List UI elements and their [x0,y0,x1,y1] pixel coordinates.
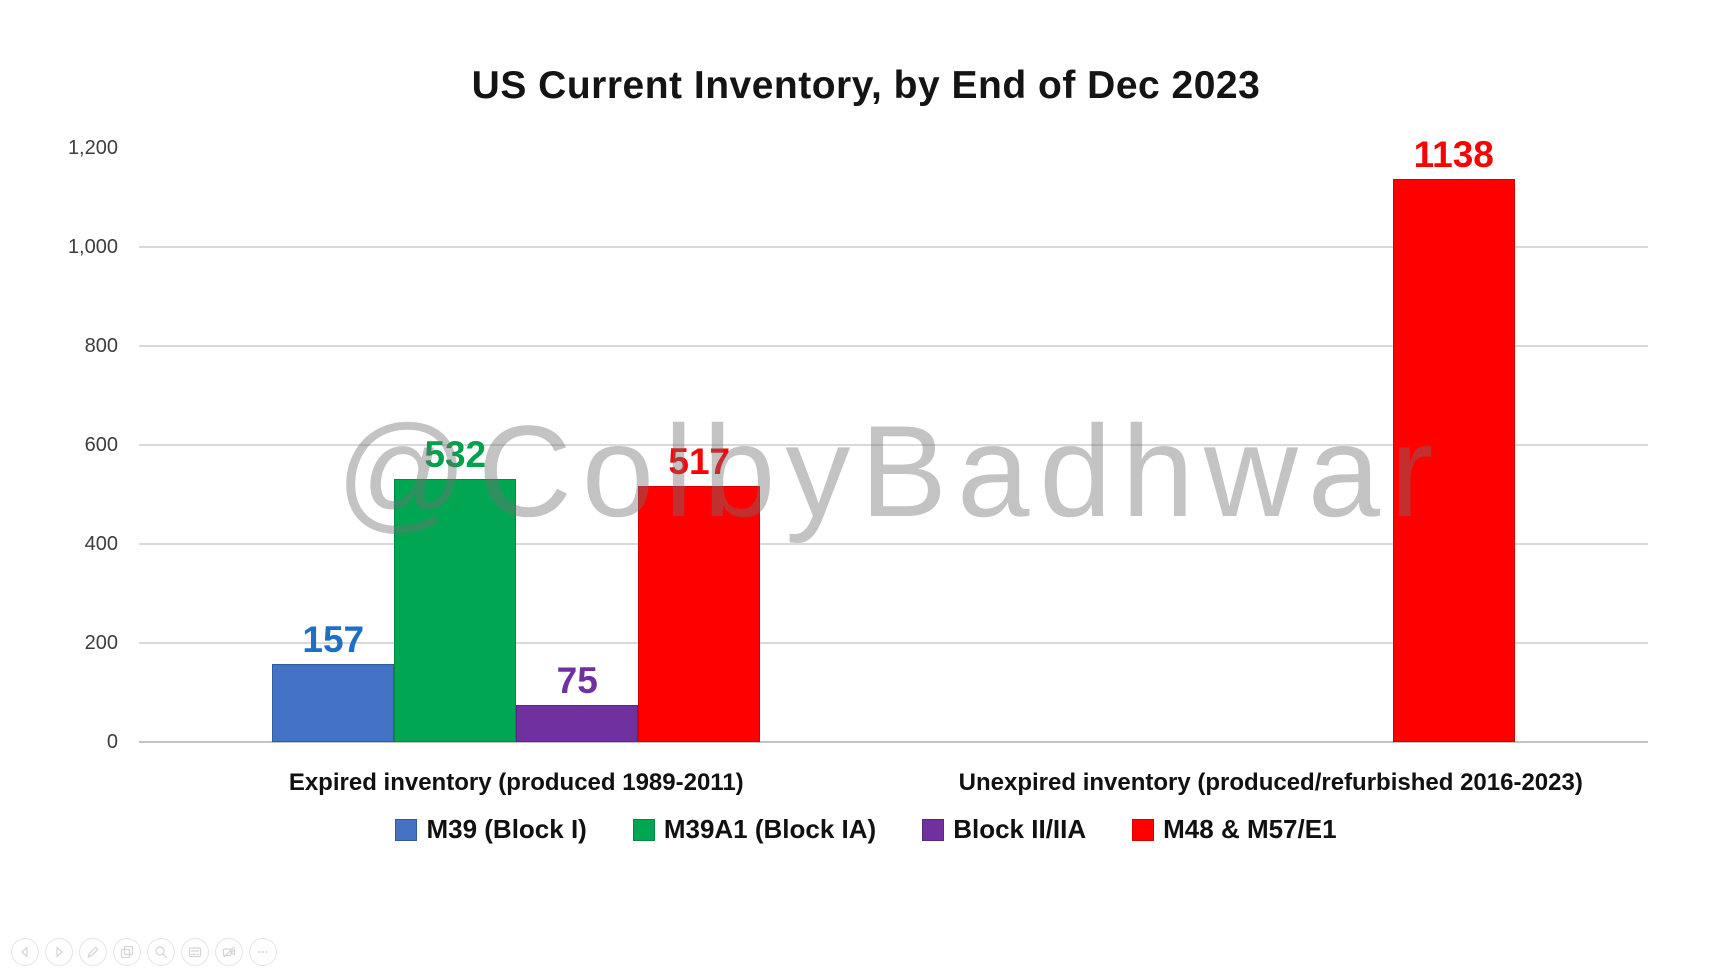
y-tick-label-600: 600 [84,434,118,456]
thumbnails-button[interactable] [181,938,209,966]
value-label-517: 517 [668,441,731,483]
chart-legend: M39 (Block I) M39A1 (Block IA) Block II/II… [0,814,1732,845]
bar-m48-m57-e1-cat1 [638,486,761,742]
copy-image-button[interactable] [113,938,141,966]
y-tick-label-1000: 1,000 [67,236,118,258]
video-off-icon [222,946,236,958]
legend-swatch-icon [922,818,945,841]
legend-item-block-ii-iia: Block II/IIA [922,814,1086,845]
category-label-1: Expired inventory (produced 1989-2011) [288,769,744,796]
value-label-1138: 1138 [1413,133,1494,175]
more-button[interactable] [249,938,277,966]
viewer-toolbar [11,938,277,966]
previous-button[interactable] [11,938,39,966]
y-tick-label-0: 0 [106,731,118,753]
pencil-icon [87,946,99,958]
legend-swatch-icon [632,818,655,841]
legend-swatch-icon [1132,818,1155,841]
previous-icon [21,946,28,958]
card-icon [188,947,202,958]
legend-item-m39-block-i-: M39 (Block I) [395,814,587,845]
next-icon [56,946,63,958]
y-tick-label-1200: 1,200 [67,137,118,159]
y-tick-label-400: 400 [84,533,118,555]
copy-icon [120,945,134,959]
next-button[interactable] [45,938,73,966]
annotate-button[interactable] [79,938,107,966]
y-tick-label-200: 200 [84,632,118,654]
gridline-200 [139,642,1648,644]
legend-swatch-icon [395,818,418,841]
gridline-800 [139,345,1648,347]
legend-item-m48-m57-e1: M48 & M57/E1 [1132,814,1337,845]
magnifier-icon [155,946,167,958]
video-off-button[interactable] [215,938,243,966]
category-label-2: Unexpired inventory (produced/refurbishe… [958,769,1583,796]
legend-label: Block II/IIA [953,814,1087,844]
value-label-75: 75 [556,659,598,701]
y-tick-label-800: 800 [84,335,118,357]
value-label-532: 532 [424,433,487,475]
zoom-button[interactable] [147,938,175,966]
gridline-400 [139,543,1648,545]
legend-label: M39 (Block I) [426,814,587,844]
gridline-600 [139,444,1648,446]
legend-label: M48 & M57/E1 [1163,814,1337,844]
bar-m39-block-i--cat1 [272,664,395,742]
bar-m39a1-block-ia--cat1 [394,478,517,742]
value-label-157: 157 [302,619,365,661]
legend-item-m39a1-block-ia-: M39A1 (Block IA) [632,814,877,845]
gridline-1000 [139,246,1648,248]
bar-block-ii-iia-cat1 [516,704,639,742]
bar-m48-m57-e1-cat2 [1392,178,1515,742]
x-axis-line [139,741,1648,743]
legend-label: M39A1 (Block IA) [663,814,877,844]
ellipsis-icon [258,951,268,953]
chart-title: US Current Inventory, by End of Dec 2023 [471,64,1261,107]
